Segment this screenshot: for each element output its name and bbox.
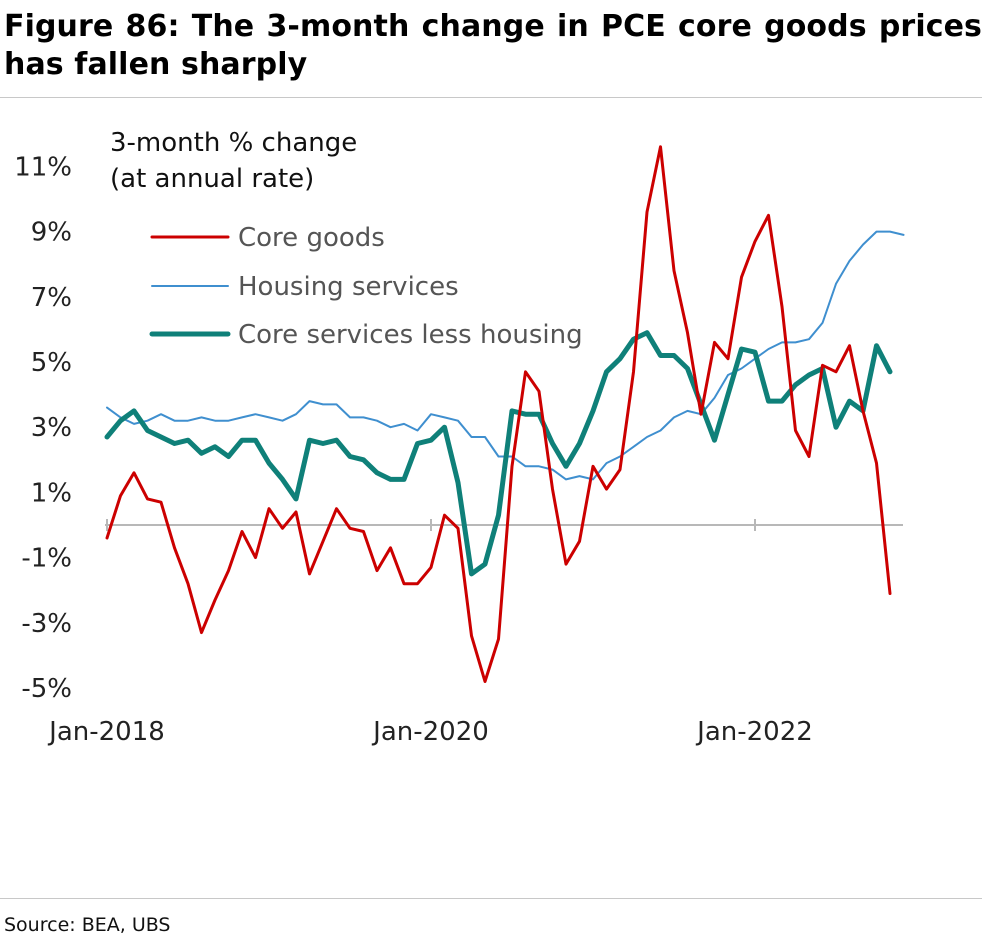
series-line-core-goods [105,145,892,683]
y-tick-label: 9% [31,218,72,248]
y-axis: 11% 9% 7% 5% 3% 1% -1% -3% -5% [14,152,72,704]
legend-label: Core goods [238,223,385,253]
series-line-core-services-less-housing [104,330,893,577]
chart-title: Figure 86: The 3-month change in PCE cor… [4,9,982,82]
y-tick-label: -3% [21,609,72,639]
x-tick-label: Jan-2020 [371,717,489,747]
y-tick-label: 7% [31,283,72,313]
y-tick-label: 1% [31,478,72,508]
series-line-housing-services [106,230,905,481]
series-layer [104,145,905,683]
x-tick-label: Jan-2022 [695,717,813,747]
y-tick-label: 3% [31,413,72,443]
title-divider [0,97,982,98]
legend-label: Core services less housing [238,320,583,350]
annotation-line-1: 3-month % change [110,128,357,158]
y-tick-label: -1% [21,544,72,574]
x-tick-label: Jan-2018 [47,717,165,747]
source-note: Source: BEA, UBS [4,914,171,936]
y-tick-label: 11% [14,152,72,182]
x-axis: Jan-2018 Jan-2020 Jan-2022 [47,519,903,747]
legend: Core goods Housing services Core services … [149,223,583,350]
chart-annotation: 3-month % change (at annual rate) [110,128,357,194]
y-tick-label: 5% [31,348,72,378]
y-tick-label: -5% [21,674,72,704]
legend-label: Housing services [238,272,459,302]
annotation-line-2: (at annual rate) [110,164,314,194]
source-divider [0,898,982,899]
